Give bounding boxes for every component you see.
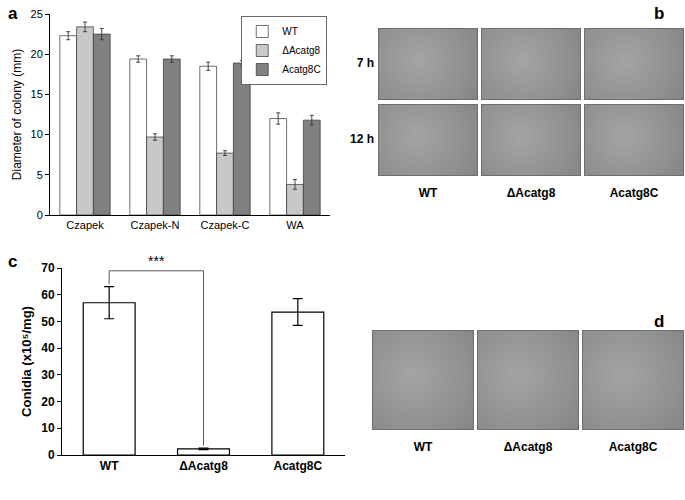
html-text:Acatg8C: Acatg8C xyxy=(608,440,658,454)
svg-text:5: 5 xyxy=(37,169,43,181)
svg-text:Acatg8C: Acatg8C xyxy=(282,64,320,75)
svg-text:30: 30 xyxy=(41,368,55,382)
html-text:7 h: 7 h xyxy=(356,56,374,70)
svg-text:ΔAcatg8: ΔAcatg8 xyxy=(282,45,320,56)
svg-text:Czapek-N: Czapek-N xyxy=(131,219,180,231)
svg-text:20: 20 xyxy=(31,48,43,60)
svg-text:Czapek-C: Czapek-C xyxy=(201,219,250,231)
svg-text:0: 0 xyxy=(48,448,55,462)
svg-text:WA: WA xyxy=(286,219,304,231)
html-text:12 h: 12 h xyxy=(350,132,374,146)
svg-text:a: a xyxy=(8,4,18,23)
svg-text:Conidia (x10⁵/mg): Conidia (x10⁵/mg) xyxy=(19,306,34,417)
svg-text:Acatg8C: Acatg8C xyxy=(273,459,322,473)
html-text:Acatg8C: Acatg8C xyxy=(609,186,659,200)
svg-text:25: 25 xyxy=(31,8,43,20)
svg-text:60: 60 xyxy=(41,288,55,302)
svg-text:WT: WT xyxy=(282,26,298,37)
svg-text:50: 50 xyxy=(41,315,55,329)
svg-text:10: 10 xyxy=(31,128,43,140)
svg-text:ΔAcatg8: ΔAcatg8 xyxy=(179,459,228,473)
svg-text:Diameter of colony (mm): Diameter of colony (mm) xyxy=(10,49,24,180)
svg-text:10: 10 xyxy=(41,421,55,435)
html-text:WT: WT xyxy=(413,440,433,454)
svg-text:WT: WT xyxy=(100,459,119,473)
html-text:ΔAcatg8: ΔAcatg8 xyxy=(503,440,553,454)
svg-text:20: 20 xyxy=(41,395,55,409)
html-text:ΔAcatg8: ΔAcatg8 xyxy=(506,186,556,200)
html-text:d: d xyxy=(654,312,665,331)
svg-text:***: *** xyxy=(148,253,165,269)
html-text:WT: WT xyxy=(418,186,438,200)
svg-text:40: 40 xyxy=(41,341,55,355)
svg-text:c: c xyxy=(8,252,17,271)
html-text:b: b xyxy=(654,4,665,23)
svg-text:15: 15 xyxy=(31,88,43,100)
svg-text:0: 0 xyxy=(37,209,43,221)
svg-text:70: 70 xyxy=(41,261,55,275)
svg-text:Czapek: Czapek xyxy=(66,219,104,231)
